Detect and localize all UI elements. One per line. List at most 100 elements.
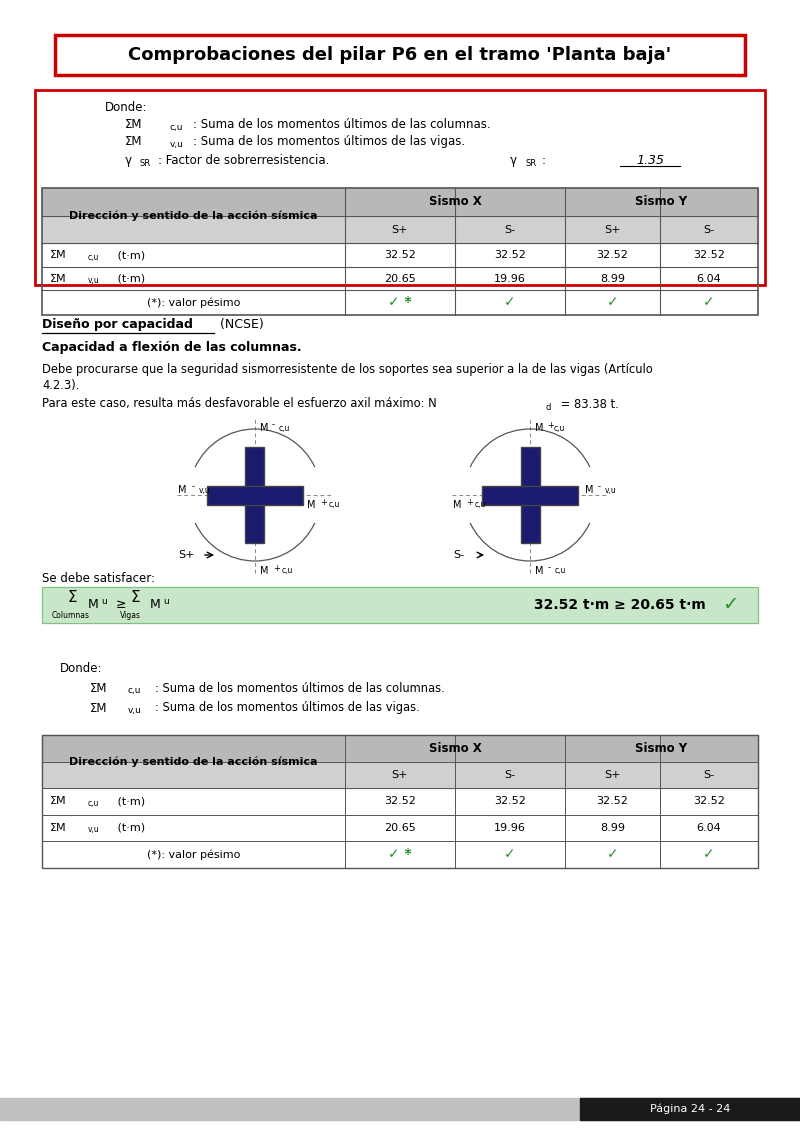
Text: 32.52: 32.52 xyxy=(384,250,416,260)
Text: ✓: ✓ xyxy=(703,296,715,310)
Text: M: M xyxy=(307,499,315,510)
Text: S+: S+ xyxy=(178,550,194,560)
Text: γ: γ xyxy=(125,154,132,166)
Text: c,u: c,u xyxy=(554,424,566,433)
Text: ✓: ✓ xyxy=(504,848,516,861)
Text: 32.52: 32.52 xyxy=(597,250,629,260)
FancyBboxPatch shape xyxy=(207,486,303,504)
Bar xyxy=(42,188,758,216)
Bar xyxy=(42,762,758,788)
Bar xyxy=(42,216,758,243)
Text: 4.2.3).: 4.2.3). xyxy=(42,379,79,391)
Text: ΣM: ΣM xyxy=(125,118,142,130)
Text: v,u: v,u xyxy=(605,486,617,495)
Text: Página 24 - 24: Página 24 - 24 xyxy=(650,1104,730,1114)
Text: Se debe satisfacer:: Se debe satisfacer: xyxy=(42,572,155,584)
Text: u: u xyxy=(163,598,169,607)
Text: c,u: c,u xyxy=(170,122,183,131)
Text: c,u: c,u xyxy=(282,566,294,575)
Text: 32.52: 32.52 xyxy=(693,250,725,260)
Text: S-: S- xyxy=(703,225,714,235)
Text: Debe procurarse que la seguridad sismorresistente de los soportes sea superior a: Debe procurarse que la seguridad sismorr… xyxy=(42,363,653,375)
Text: ΣM: ΣM xyxy=(125,136,142,148)
Text: ΣM: ΣM xyxy=(90,681,107,695)
Bar xyxy=(42,734,758,762)
Text: 32.52: 32.52 xyxy=(693,797,725,806)
Text: Sismo X: Sismo X xyxy=(429,741,482,755)
Text: 8.99: 8.99 xyxy=(600,823,625,833)
Text: Dirección y sentido de la acción sísmica: Dirección y sentido de la acción sísmica xyxy=(70,756,318,767)
Text: M: M xyxy=(150,599,161,611)
Text: 32.52: 32.52 xyxy=(597,797,629,806)
Text: -: - xyxy=(272,420,275,429)
FancyBboxPatch shape xyxy=(246,447,265,544)
Text: Donde:: Donde: xyxy=(105,102,147,114)
Text: ΣM: ΣM xyxy=(50,797,66,806)
Text: (t·m): (t·m) xyxy=(114,823,145,833)
Text: M: M xyxy=(260,423,269,433)
Text: 6.04: 6.04 xyxy=(697,823,722,833)
Text: v,u: v,u xyxy=(128,706,142,715)
Text: (t·m): (t·m) xyxy=(114,797,145,806)
Text: : Factor de sobrerresistencia.: : Factor de sobrerresistencia. xyxy=(158,154,330,166)
Text: S+: S+ xyxy=(604,770,621,780)
Text: 1.35: 1.35 xyxy=(636,154,664,166)
FancyBboxPatch shape xyxy=(521,447,539,544)
Text: c,u: c,u xyxy=(329,501,340,510)
Text: 20.65: 20.65 xyxy=(384,273,416,284)
Text: 19.96: 19.96 xyxy=(494,273,526,284)
Text: Diseño por capacidad: Diseño por capacidad xyxy=(42,319,193,331)
Text: S-: S- xyxy=(505,770,515,780)
Text: M: M xyxy=(535,566,543,576)
Text: Sismo Y: Sismo Y xyxy=(635,195,687,209)
Text: v,u: v,u xyxy=(88,825,100,834)
Text: S+: S+ xyxy=(392,225,408,235)
Text: S-: S- xyxy=(505,225,515,235)
FancyBboxPatch shape xyxy=(55,35,745,75)
Text: γ: γ xyxy=(510,154,517,166)
Text: 32.52: 32.52 xyxy=(384,797,416,806)
Text: ΣM: ΣM xyxy=(50,823,66,833)
Bar xyxy=(0,1098,800,1120)
Text: : Suma de los momentos últimos de las vigas.: : Suma de los momentos últimos de las vi… xyxy=(193,136,465,148)
Text: (NCSE): (NCSE) xyxy=(216,319,264,331)
Text: Para este caso, resulta más desfavorable el esfuerzo axil máximo: N: Para este caso, resulta más desfavorable… xyxy=(42,398,437,410)
Text: :: : xyxy=(542,154,546,166)
Text: +: + xyxy=(320,497,327,506)
Text: S+: S+ xyxy=(604,225,621,235)
Text: v,u: v,u xyxy=(199,486,210,495)
Text: c,u: c,u xyxy=(279,424,290,433)
Text: S-: S- xyxy=(703,770,714,780)
Text: : Suma de los momentos últimos de las columnas.: : Suma de los momentos últimos de las co… xyxy=(155,681,445,695)
Text: ✓ *: ✓ * xyxy=(388,296,412,310)
Text: 8.99: 8.99 xyxy=(600,273,625,284)
Text: SR: SR xyxy=(140,158,151,167)
Text: ✓: ✓ xyxy=(606,848,618,861)
Text: +: + xyxy=(273,564,280,573)
Text: (*): valor pésimo: (*): valor pésimo xyxy=(147,297,240,307)
Text: +: + xyxy=(466,497,473,506)
Text: : Suma de los momentos últimos de las vigas.: : Suma de los momentos últimos de las vi… xyxy=(155,702,420,714)
Text: v,u: v,u xyxy=(88,277,100,286)
Text: (t·m): (t·m) xyxy=(114,273,145,284)
Text: M: M xyxy=(88,599,98,611)
Text: Capacidad a flexión de las columnas.: Capacidad a flexión de las columnas. xyxy=(42,340,302,354)
Text: Σ: Σ xyxy=(67,591,77,606)
FancyBboxPatch shape xyxy=(35,90,765,285)
Text: -: - xyxy=(192,483,195,492)
Text: d: d xyxy=(546,402,551,411)
Text: 32.52: 32.52 xyxy=(494,250,526,260)
Text: Columnas: Columnas xyxy=(52,610,90,619)
Text: c,u: c,u xyxy=(88,253,99,262)
Text: Dirección y sentido de la acción sísmica: Dirección y sentido de la acción sísmica xyxy=(70,210,318,220)
Text: Sismo Y: Sismo Y xyxy=(635,741,687,755)
Text: SR: SR xyxy=(525,158,536,167)
Text: Comprobaciones del pilar P6 en el tramo 'Planta baja': Comprobaciones del pilar P6 en el tramo … xyxy=(128,46,672,64)
Text: (*): valor pésimo: (*): valor pésimo xyxy=(147,849,240,860)
Text: -: - xyxy=(598,483,601,492)
Text: M: M xyxy=(260,566,269,576)
Text: (t·m): (t·m) xyxy=(114,250,145,260)
Text: Vigas: Vigas xyxy=(120,610,141,619)
Text: c,u: c,u xyxy=(475,501,486,510)
FancyBboxPatch shape xyxy=(482,486,578,504)
